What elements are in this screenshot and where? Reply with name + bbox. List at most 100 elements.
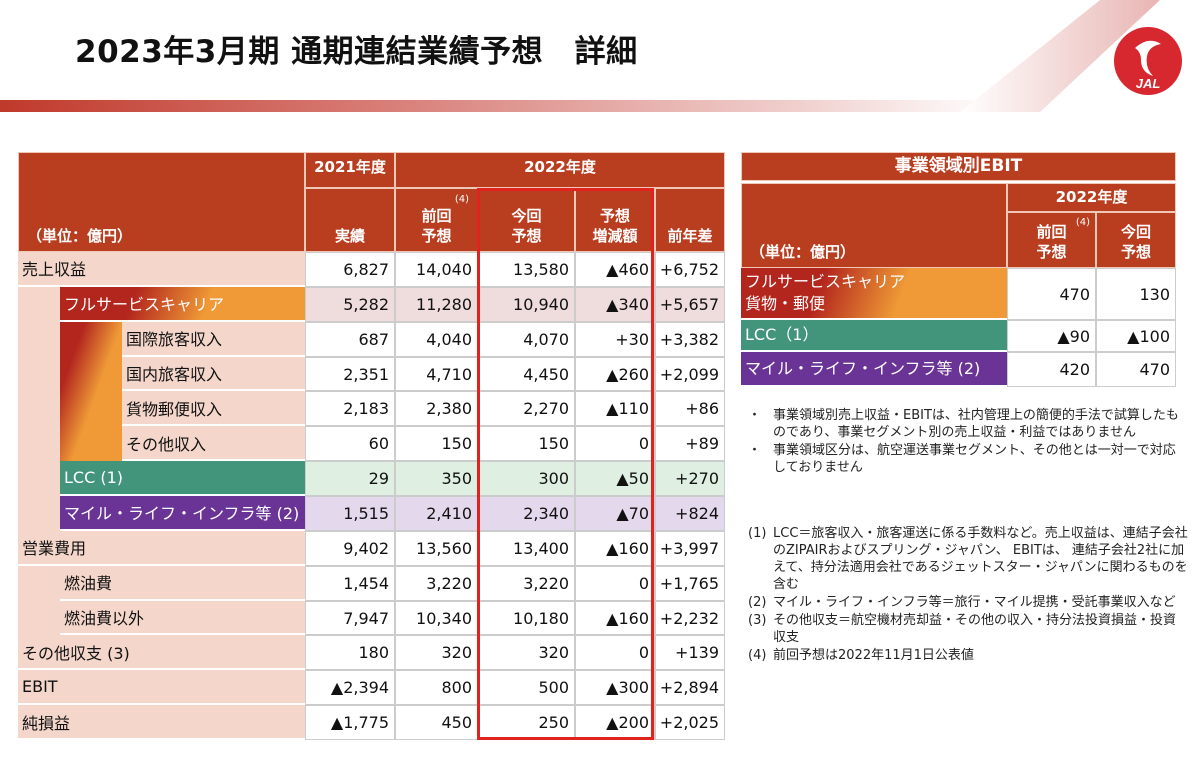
value-cell: 250	[478, 705, 575, 741]
value-cell: +5,657	[655, 286, 725, 322]
value-cell: 1,515	[305, 496, 395, 531]
ebit-column-header: 前回 予想 (4)	[1007, 212, 1096, 268]
value-cell: 4,710	[395, 356, 478, 392]
bullet-text: 事業領域別売上収益・EBITは、社内管理上の簡便的手法で試算したものであり、事業…	[773, 408, 1179, 440]
value-cell: +1,765	[655, 565, 725, 601]
value-cell: +86	[655, 391, 725, 427]
year-2022-header: 2022年度	[395, 152, 725, 188]
value-cell: ▲50	[575, 461, 655, 497]
value-cell: 4,450	[478, 356, 575, 392]
value-cell: 180	[305, 635, 395, 671]
footnote-item: (1) LCC＝旅客収入・旅客運送に係る手数料など。売上収益は、連結子会社のZIP…	[748, 525, 1188, 593]
value-cell: 10,940	[478, 286, 575, 322]
ebit-row-label: マイル・ライフ・インフラ等 (2)	[741, 352, 1007, 387]
value-cell: 350	[395, 461, 478, 497]
ebit-value-cell: 470	[1096, 352, 1176, 387]
page-title: 2023年3月期 通期連結業績予想 詳細	[75, 34, 638, 70]
value-cell: 500	[478, 670, 575, 706]
value-cell: +2,025	[655, 705, 725, 741]
value-cell: ▲340	[575, 286, 655, 322]
value-cell: ▲2,394	[305, 670, 395, 706]
value-cell: 11,280	[395, 286, 478, 322]
value-cell: 800	[395, 670, 478, 706]
value-cell: 150	[478, 426, 575, 462]
value-cell: ▲460	[575, 252, 655, 287]
jal-logo-icon: JAL	[1114, 27, 1182, 95]
value-cell: 0	[575, 565, 655, 601]
header-band	[0, 100, 1000, 112]
footnotes: (1) LCC＝旅客収入・旅客運送に係る手数料など。売上収益は、連結子会社のZIP…	[748, 525, 1188, 665]
value-cell: 2,340	[478, 496, 575, 531]
row-label: 国内旅客収入	[122, 356, 305, 392]
bullet-item: ・事業領域区分は、航空運送事業セグメント、その他とは一対一で対応しておりません	[748, 442, 1188, 476]
value-cell: +6,752	[655, 252, 725, 287]
value-cell: 9,402	[305, 530, 395, 566]
row-label: 国際旅客収入	[122, 321, 305, 357]
value-cell: +30	[575, 321, 655, 357]
value-cell: 4,040	[395, 321, 478, 357]
value-cell: 687	[305, 321, 395, 357]
row-label: その他収支 (3)	[18, 635, 305, 671]
bullet-text: 事業領域区分は、航空運送事業セグメント、その他とは一対一で対応しておりません	[773, 443, 1176, 475]
row-label: 営業費用	[18, 530, 305, 566]
value-cell: +824	[655, 496, 725, 531]
value-cell: 2,380	[395, 391, 478, 427]
value-cell: 2,351	[305, 356, 395, 392]
ebit-row-label: LCC（1）	[741, 320, 1007, 352]
value-cell: +89	[655, 426, 725, 462]
value-cell: ▲200	[575, 705, 655, 741]
bullet-icon: ・	[748, 408, 762, 423]
bullet-icon: ・	[748, 443, 762, 458]
row-label: その他収入	[122, 426, 305, 462]
value-cell: 1,454	[305, 565, 395, 601]
footnote-ref: (4)	[1075, 217, 1090, 228]
row-label: 燃油費	[60, 565, 305, 601]
value-cell: +2,894	[655, 670, 725, 706]
footnote-item: (3) その他収支＝航空機材売却益・その他の収入・持分法投資損益・投資収支	[748, 612, 1188, 646]
footnote-text: LCC＝旅客収入・旅客運送に係る手数料など。売上収益は、連結子会社のZIPAIR…	[773, 526, 1188, 592]
value-cell: ▲160	[575, 530, 655, 566]
value-cell: ▲300	[575, 670, 655, 706]
footnote-item: (4) 前回予想は2022年11月1日公表値	[748, 647, 1188, 664]
footnote-text: その他収支＝航空機材売却益・その他の収入・持分法投資損益・投資収支	[773, 613, 1177, 645]
value-cell: ▲110	[575, 391, 655, 427]
row-label: 貨物郵便収入	[122, 391, 305, 427]
value-cell: +270	[655, 461, 725, 497]
column-header: 実績	[305, 188, 395, 252]
footnote-mark: (4)	[748, 648, 767, 663]
ebit-row-label: フルサービスキャリア 貨物・郵便	[741, 268, 1007, 320]
value-cell: 150	[395, 426, 478, 462]
footnote-ref: (4)	[454, 194, 469, 205]
value-cell: 2,410	[395, 496, 478, 531]
value-cell: +139	[655, 635, 725, 671]
value-cell: 2,270	[478, 391, 575, 427]
column-header: 前年差	[655, 188, 725, 252]
value-cell: 320	[395, 635, 478, 671]
row-label: 純損益	[18, 705, 305, 741]
row-label: 売上収益	[18, 252, 305, 287]
value-cell: 0	[575, 635, 655, 671]
value-cell: 10,340	[395, 600, 478, 636]
row-label: EBIT	[18, 670, 305, 706]
value-cell: 13,400	[478, 530, 575, 566]
value-cell: ▲260	[575, 356, 655, 392]
row-label: フルサービスキャリア	[60, 286, 305, 322]
column-header: 今回 予想	[478, 188, 575, 252]
value-cell: +3,997	[655, 530, 725, 566]
value-cell: +3,382	[655, 321, 725, 357]
ebit-value-cell: 470	[1007, 268, 1096, 320]
svg-text:JAL: JAL	[1136, 76, 1161, 91]
ebit-value-cell: 420	[1007, 352, 1096, 387]
footnote-mark: (2)	[748, 595, 767, 610]
value-cell: 5,282	[305, 286, 395, 322]
row-label: マイル・ライフ・インフラ等 (2)	[60, 496, 305, 531]
value-cell: 10,180	[478, 600, 575, 636]
row-label: 燃油費以外	[60, 600, 305, 636]
value-cell: 14,040	[395, 252, 478, 287]
ebit-column-header: 今回 予想	[1096, 212, 1176, 268]
column-header: 予想 増減額	[575, 188, 655, 252]
footnote-text: マイル・ライフ・インフラ等＝旅行・マイル提携・受託事業収入など	[773, 595, 1176, 610]
ebit-value-cell: ▲90	[1007, 320, 1096, 352]
ebit-unit-header: （単位：億円）	[741, 183, 1007, 268]
value-cell: 0	[575, 426, 655, 462]
